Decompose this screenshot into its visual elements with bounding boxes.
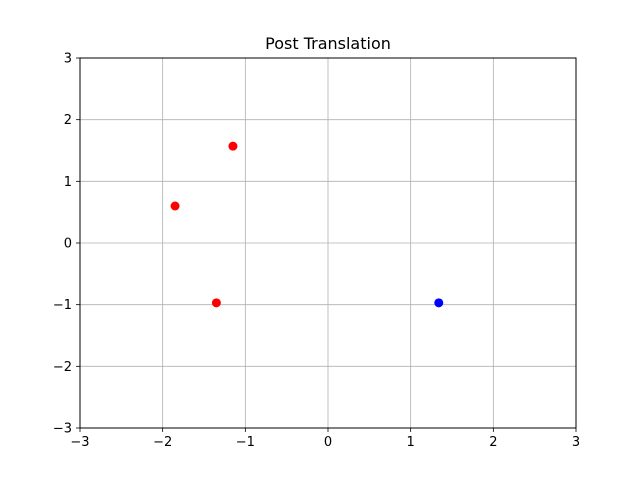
y-tick-label: 2 [64, 113, 72, 128]
x-tick-label: 0 [324, 435, 332, 450]
y-tick-label: −1 [53, 298, 72, 313]
y-tick-label: −2 [53, 360, 72, 375]
x-tick-label: 3 [572, 435, 580, 450]
grid [79, 57, 577, 429]
y-tick-label: 3 [64, 52, 72, 67]
x-tick-label: 1 [407, 435, 415, 450]
data-point [228, 141, 238, 151]
x-tick-label: −1 [236, 435, 255, 450]
ticks: −3 −2 −1 0 1 2 3 −3 −2 −1 0 1 2 3 [53, 52, 580, 451]
data-point [434, 298, 444, 308]
data-point [211, 298, 221, 308]
y-tick-label: 1 [64, 175, 72, 190]
y-tick-label: 0 [64, 237, 72, 252]
y-tick-label: −3 [53, 422, 72, 437]
data-points [170, 141, 444, 308]
x-tick-label: 2 [489, 435, 497, 450]
chart-title: Post Translation [265, 34, 391, 53]
data-point [170, 201, 180, 211]
x-tick-label: −3 [70, 435, 89, 450]
x-tick-label: −2 [153, 435, 172, 450]
